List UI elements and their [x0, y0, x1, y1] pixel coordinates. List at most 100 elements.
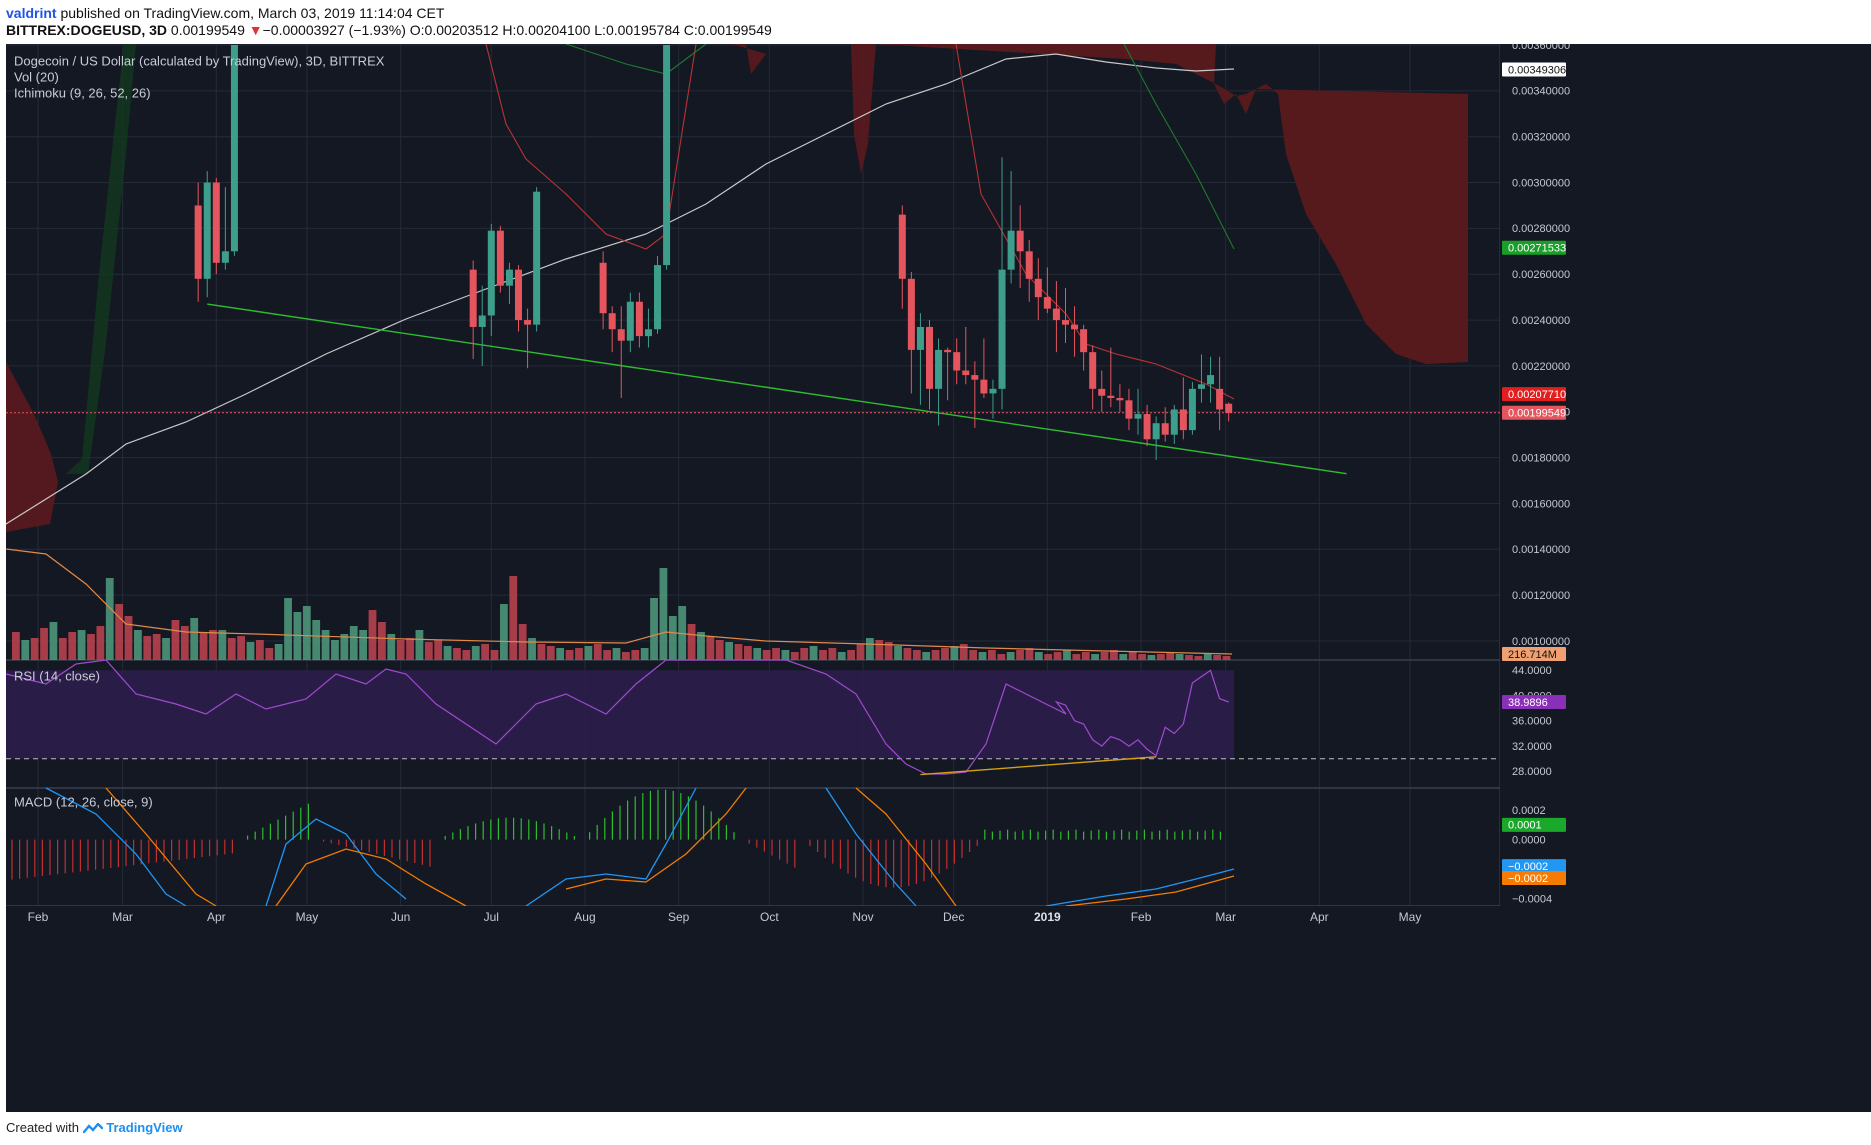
volume-bar	[753, 648, 762, 660]
candle-body	[1188, 388, 1196, 431]
volume-bar	[1185, 655, 1193, 660]
time-tick-label: Jul	[484, 910, 499, 924]
candle-body	[971, 375, 979, 380]
candle-body	[635, 301, 643, 337]
brand-name[interactable]: TradingView	[106, 1120, 183, 1135]
macd-badge-bg	[1502, 817, 1566, 832]
ohlc-line: BITTREX:DOGEUSD, 3D 0.00199549 ▼−0.00003…	[6, 22, 772, 38]
volume-bar	[12, 632, 20, 660]
volume-bar	[237, 636, 246, 660]
axis-background	[1500, 44, 1871, 906]
volume-bar	[509, 576, 518, 660]
volume-ma-line	[5, 548, 1233, 655]
volume-bar	[772, 648, 780, 660]
volume-bar	[40, 628, 48, 660]
rsi-line	[5, 659, 1229, 775]
candles	[194, 45, 1233, 460]
ma-white-line	[5, 53, 1235, 525]
candle-body	[533, 191, 541, 325]
price-tick-label: 0.00120000	[1512, 590, 1570, 602]
tradingview-logo-icon	[82, 1122, 103, 1133]
price-tick-label: 0.00140000	[1512, 544, 1570, 556]
candle-body	[1080, 329, 1088, 353]
volume-bar	[152, 634, 161, 660]
volume-bar	[866, 638, 874, 660]
rsi-tick-label: 28.0000	[1512, 766, 1552, 778]
price-tick-label: 0.00260000	[1512, 269, 1570, 281]
volume-bar	[349, 626, 358, 660]
volume-bar	[790, 652, 799, 660]
volume-bar	[1119, 654, 1128, 660]
time-tick-label: Feb	[1131, 910, 1152, 924]
price-tick-label: 0.00160000	[1512, 498, 1570, 510]
volume-bar	[941, 648, 949, 660]
volume-bar	[134, 630, 142, 660]
volume-bar	[903, 648, 912, 660]
volume-bar	[809, 646, 818, 660]
volume-bar	[453, 648, 461, 660]
ichimoku-cloud	[6, 44, 1468, 532]
macd-tick-label: 0.0002	[1512, 805, 1546, 817]
candle-body	[1034, 278, 1042, 298]
volume-bar	[744, 646, 752, 660]
legends: Dogecoin / US Dollar (calculated by Trad…	[14, 53, 385, 809]
volume-bar	[828, 648, 837, 660]
high-value: 0.00204100	[516, 22, 591, 38]
volume-legend: Vol (20)	[14, 69, 59, 84]
volume-bar	[218, 630, 227, 660]
volume-bar	[359, 630, 368, 660]
volume-bar	[678, 606, 687, 660]
time-tick-label: Oct	[760, 910, 779, 924]
volume-bar	[471, 646, 480, 660]
macd-badge: −0.0002	[1508, 873, 1548, 885]
volume-bar	[415, 630, 424, 660]
candle-body	[487, 230, 495, 316]
volume-bar	[340, 634, 349, 660]
volume-bar	[1025, 648, 1034, 660]
volume-bar	[387, 634, 396, 660]
volume-bar	[612, 648, 621, 660]
chart-header: valdrint published on TradingView.com, M…	[0, 0, 1871, 44]
author-name[interactable]: valdrint	[6, 5, 57, 21]
chart-area[interactable]: 0.00360000 0.00340000 0.00320000 0.00300000…	[5, 40, 1871, 1112]
candle-body	[1016, 230, 1024, 252]
candle-body	[608, 313, 616, 330]
rsi-pane	[5, 659, 1500, 776]
chart-svg[interactable]: 0.00360000 0.00340000 0.00320000 0.00300000…	[5, 40, 1871, 1112]
open-label: O:	[409, 22, 425, 38]
price-tick-label: 0.00340000	[1512, 86, 1570, 98]
volume-bar	[875, 640, 884, 660]
volume-bar	[87, 634, 95, 660]
volume-bar	[312, 620, 321, 660]
candle-body	[953, 352, 961, 371]
volume-bar	[1034, 652, 1043, 660]
macd-badge-bg	[1502, 859, 1566, 874]
macd-badge: 0.0001	[1508, 820, 1542, 832]
volume-badge-bg	[1502, 647, 1566, 661]
volume-bar	[490, 650, 499, 660]
candle-body	[496, 230, 504, 286]
volume-bar	[650, 598, 658, 660]
volume-bar	[105, 578, 114, 660]
time-tick-label: Mar	[112, 910, 133, 924]
time-tick-label: Sep	[668, 910, 690, 924]
candle-body	[907, 278, 915, 350]
macd-tick-label: −0.0004	[1512, 893, 1552, 905]
volume-bar	[640, 648, 649, 660]
price-tick-label: 0.00100000	[1512, 636, 1570, 648]
low-value: 0.00195784	[605, 22, 680, 38]
volume-bar	[762, 650, 771, 660]
volume-bar	[706, 636, 715, 660]
volume-bar	[1110, 650, 1118, 660]
volume-bars	[5, 548, 1233, 660]
candle-body	[1007, 230, 1015, 270]
volume-bar	[115, 604, 124, 660]
close-label: C:	[683, 22, 698, 38]
time-tick-label: Dec	[943, 910, 964, 924]
ichimoku-legend: Ichimoku (9, 26, 52, 26)	[14, 85, 151, 100]
cloud-mid	[732, 44, 766, 74]
macd-line	[45, 787, 1235, 907]
created-with-label: Created with	[6, 1120, 79, 1135]
time-tick-label: May	[1399, 910, 1422, 924]
volume-bar	[734, 644, 743, 660]
